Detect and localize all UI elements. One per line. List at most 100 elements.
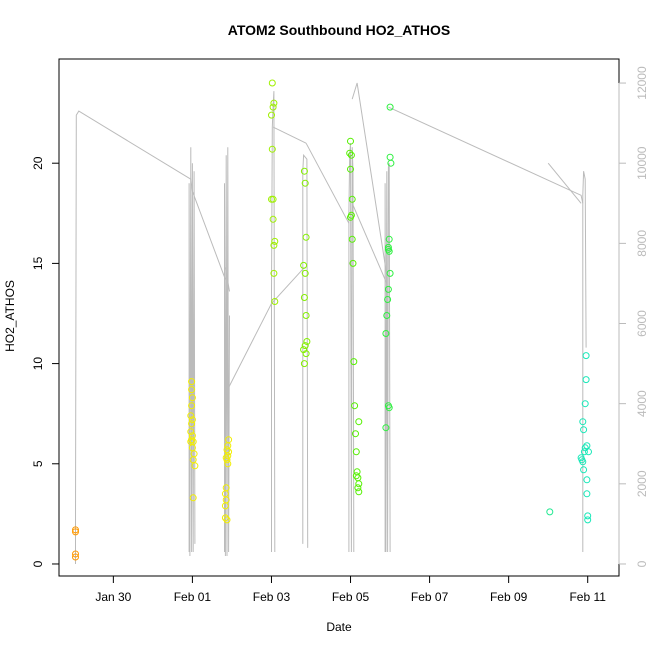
data-point [269, 215, 277, 223]
y-tick-label: 20 [31, 156, 45, 170]
data-point [580, 466, 588, 474]
grey-line-segment [224, 267, 230, 292]
data-point [223, 456, 231, 464]
data-point [352, 430, 359, 438]
data-point [580, 426, 588, 434]
data-point [579, 458, 587, 466]
grey-line-segment [351, 203, 388, 284]
data-point [301, 342, 309, 350]
data-point [386, 153, 394, 161]
data-point [72, 528, 79, 536]
data-point [383, 312, 391, 319]
x-tick-label: Feb 11 [569, 590, 606, 604]
data-point [354, 484, 362, 492]
data-point [270, 241, 278, 249]
data-point [302, 233, 310, 241]
data-point [583, 476, 591, 484]
data-point [300, 261, 308, 269]
data-point [188, 402, 196, 410]
data-point [300, 167, 308, 175]
data-point [223, 516, 231, 524]
data-point [189, 494, 197, 502]
data-point [72, 550, 79, 558]
data-point [346, 149, 354, 157]
data-point [350, 358, 358, 366]
data-point [268, 111, 275, 119]
x-tick-label: Feb 03 [253, 590, 291, 604]
data-point [384, 245, 392, 253]
data-point [188, 416, 196, 424]
data-point [352, 472, 360, 480]
y2-tick-label: 4000 [635, 390, 649, 417]
data-point [188, 394, 196, 402]
data-point [579, 418, 587, 426]
grey-line-segment [305, 142, 350, 224]
data-point [301, 179, 309, 187]
x-tick-label: Feb 05 [332, 590, 370, 604]
data-point [271, 237, 279, 245]
data-point [581, 400, 589, 408]
y-tick-label: 5 [31, 460, 45, 467]
data-point [225, 448, 233, 456]
data-point [221, 502, 229, 510]
y-tick-label: 15 [31, 256, 45, 270]
data-point [302, 312, 310, 319]
y-tick-label: 10 [31, 357, 45, 371]
data-point [583, 490, 591, 498]
y2-tick-label: 2000 [635, 470, 649, 497]
grey-line-segment [224, 267, 305, 396]
data-point [584, 512, 592, 520]
data-point [348, 195, 356, 203]
data-point [384, 296, 392, 303]
data-point [580, 448, 588, 456]
data-point [585, 448, 592, 456]
y2-tick-label: 0 [635, 560, 649, 567]
grey-line-segment [302, 153, 309, 548]
data-point [268, 79, 276, 87]
data-point [384, 285, 392, 293]
data-point [584, 516, 592, 524]
data-point [546, 508, 554, 516]
chart-title: ATOM2 Southbound HO2_ATHOS [228, 22, 450, 38]
data-point [385, 235, 393, 243]
data-point [72, 526, 79, 534]
data-point [269, 195, 277, 203]
data-point [191, 462, 199, 470]
data-point [352, 448, 360, 456]
data-point [347, 137, 354, 145]
data-point [355, 488, 363, 496]
grey-line-segment [75, 110, 226, 564]
grey-line-segment [351, 82, 388, 276]
data-point [347, 213, 354, 221]
data-point [384, 243, 392, 251]
data-point [347, 165, 354, 173]
y-tick-label: 0 [31, 560, 45, 567]
data-point [188, 378, 196, 386]
y-axis-left: 0 5 10 15 20 [31, 156, 60, 567]
x-tick-label: Feb 07 [411, 590, 449, 604]
data-point [301, 269, 309, 277]
data-point [355, 418, 363, 426]
y-axis-label: HO2_ATHOS [3, 280, 17, 352]
data-point [351, 402, 359, 410]
data-point [188, 386, 196, 394]
data-point [224, 460, 232, 468]
y2-tick-label: 10000 [635, 146, 649, 180]
data-point [270, 269, 278, 277]
data-point [268, 145, 276, 153]
grey-line-segment [388, 106, 584, 204]
data-point [221, 514, 229, 522]
x-axis-label: Date [326, 620, 352, 634]
y2-tick-label: 8000 [635, 230, 649, 257]
grey-line-segment [224, 147, 230, 557]
data-point [187, 412, 195, 420]
data-point [385, 404, 393, 412]
grey-line-segment [271, 91, 276, 553]
data-point [386, 103, 394, 111]
grey-line-segment [272, 126, 307, 144]
data-point [355, 480, 363, 488]
y2-tick-label: 6000 [635, 310, 649, 337]
data-point [72, 553, 79, 561]
data-point [386, 269, 394, 277]
